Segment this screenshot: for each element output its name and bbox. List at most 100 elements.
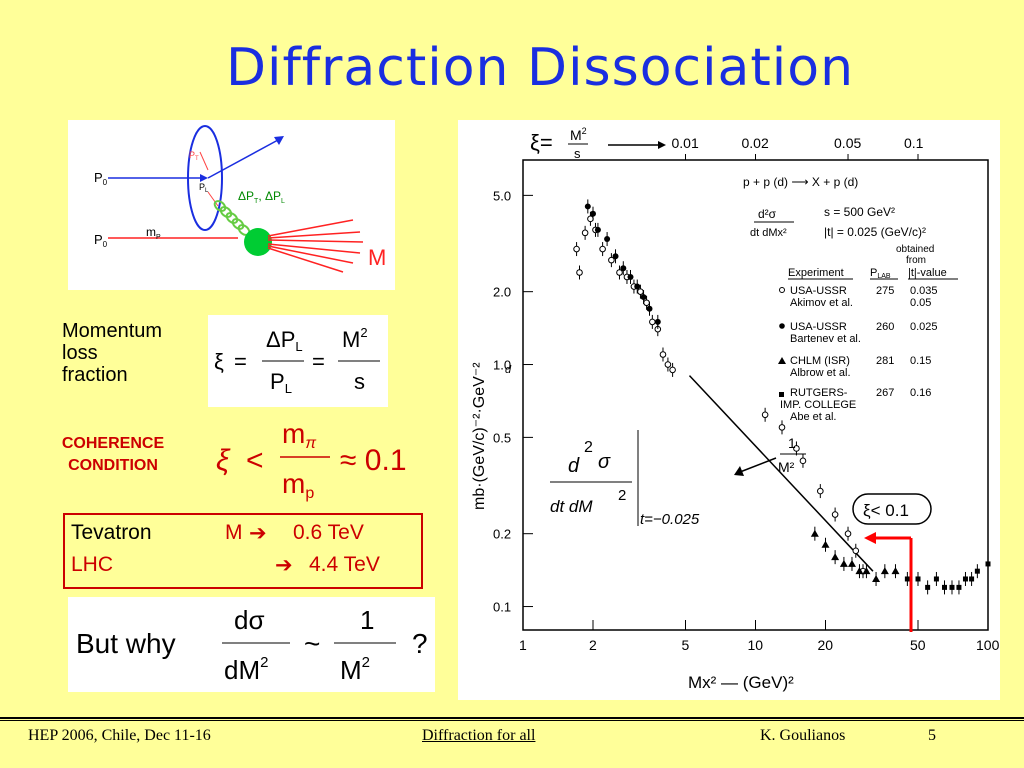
svg-text:But why: But why <box>76 628 176 659</box>
svg-text:M2: M2 <box>570 126 587 143</box>
data-point-square <box>915 576 921 582</box>
data-point-open <box>799 457 807 465</box>
svg-text:?: ? <box>412 628 428 659</box>
x-tick-label: 2 <box>589 637 597 653</box>
data-point-open <box>852 547 860 555</box>
x-tick-label: 5 <box>682 637 690 653</box>
svg-text:=: = <box>234 349 247 374</box>
svg-text:mπ: mπ <box>282 418 316 452</box>
svg-text:|t|-value: |t|-value <box>908 267 947 279</box>
tevatron-m: M <box>225 521 243 544</box>
data-point-triangle <box>880 567 889 575</box>
svg-text:CHLM (ISR): CHLM (ISR) <box>790 355 850 367</box>
svg-text:281: 281 <box>876 355 894 367</box>
svg-text:PL: PL <box>270 369 292 396</box>
momentum-loss-formula: ξ = ΔPL PL = M2 s <box>208 315 388 407</box>
data-point-triangle <box>839 559 848 567</box>
lhc-value: 4.4 TeV <box>309 553 380 576</box>
footer-divider <box>0 717 1024 719</box>
data-point-square <box>904 576 910 582</box>
data-point-triangle <box>862 567 871 575</box>
svg-text:dt dM: dt dM <box>550 497 593 516</box>
svg-text:obtained: obtained <box>896 244 934 255</box>
footer-title-link[interactable]: Diffraction for all <box>422 727 536 744</box>
p0-bottom-label: P0 <box>94 232 108 249</box>
xi-threshold-label: ξ< 0.1 <box>863 501 909 520</box>
svg-text:s: s <box>354 369 365 394</box>
xi-tick-label: 0.1 <box>904 135 924 151</box>
data-point-open <box>599 245 606 253</box>
footer-author: K. Goulianos <box>760 727 846 744</box>
svg-text:1: 1 <box>788 435 796 451</box>
svg-text:1: 1 <box>360 605 374 635</box>
svg-text:0.035: 0.035 <box>910 285 938 297</box>
y-tick-label: 5.0 <box>493 188 511 203</box>
svg-text:0.05: 0.05 <box>910 297 931 309</box>
data-point-square <box>969 576 975 582</box>
y-tick-label: 0.1 <box>493 600 511 615</box>
svg-text:M2: M2 <box>340 654 370 685</box>
data-point-filled <box>654 318 661 325</box>
data-point-filled <box>612 253 619 260</box>
slide-title: Diffraction Dissociation <box>225 38 855 98</box>
svg-text:ξ: ξ <box>214 349 224 374</box>
momentum-loss-label: Momentum loss fraction <box>62 320 163 386</box>
data-point-filled <box>634 283 641 290</box>
data-point-triangle <box>810 529 819 537</box>
y-axis-label: mb·(GeV/c)⁻²·GeV⁻² <box>471 362 488 510</box>
data-point-open <box>659 351 667 358</box>
svg-text:σ: σ <box>598 451 611 473</box>
data-point-open <box>664 361 672 368</box>
data-point-filled <box>627 273 634 280</box>
coherence-formula: ξ < mπ mp ≈ 0.1 <box>210 415 430 505</box>
data-point-square <box>985 561 991 567</box>
svg-text:<: < <box>246 444 264 477</box>
svg-text:PLAB: PLAB <box>870 267 891 280</box>
reaction-label: p + p (d) ⟶ X + p (d) <box>743 175 858 189</box>
svg-text:0.16: 0.16 <box>910 387 931 399</box>
x-axis-label: Mx² — (GeV)² <box>688 673 794 692</box>
data-point-open <box>793 445 800 452</box>
tevatron-lhc-box: Tevatron M ➔ 0.6 TeV LHC ➔ 4.4 TeV <box>63 513 423 589</box>
data-point-open <box>576 269 583 276</box>
mp-label: mP <box>146 225 161 241</box>
x-tick-label: 100 <box>976 637 1000 653</box>
data-point-open <box>573 245 580 253</box>
svg-text:M²: M² <box>778 459 795 475</box>
svg-text:0.15: 0.15 <box>910 355 931 367</box>
arrow-icon: ➔ <box>275 553 293 577</box>
svg-text:~: ~ <box>304 628 320 659</box>
svg-text:mp: mp <box>282 468 314 502</box>
svg-text:ΔPL: ΔPL <box>266 327 303 354</box>
fit-line <box>688 375 874 572</box>
svg-text:d: d <box>505 364 512 376</box>
tevatron-name: Tevatron <box>71 521 152 544</box>
footer-divider <box>0 720 1024 721</box>
footer-conference: HEP 2006, Chile, Dec 11-16 <box>28 727 211 744</box>
svg-text:USA-USSR: USA-USSR <box>790 321 847 333</box>
x-tick-label: 50 <box>910 637 926 653</box>
svg-text:Experiment: Experiment <box>788 267 844 279</box>
svg-text:s = 500 GeV²: s = 500 GeV² <box>824 205 895 219</box>
data-point-square <box>933 576 939 582</box>
y-tick-label: 0.2 <box>493 527 511 542</box>
data-point-filled <box>584 203 591 210</box>
xi-tick-label: 0.02 <box>742 135 769 151</box>
svg-text:dσ: dσ <box>234 605 265 635</box>
arrow-icon: ➔ <box>249 521 267 545</box>
data-point-open <box>761 411 769 419</box>
data-point-open <box>649 318 656 326</box>
y-tick-label: 2.0 <box>493 285 511 300</box>
svg-text:USA-USSR: USA-USSR <box>790 285 847 297</box>
data-point-filled <box>620 265 627 272</box>
svg-text:d: d <box>568 455 580 477</box>
data-point-filled <box>640 294 647 301</box>
pl-label: PL <box>199 182 209 194</box>
data-point-open <box>581 229 589 237</box>
svg-text:t=−0.025: t=−0.025 <box>640 511 700 528</box>
data-point-square <box>942 584 948 590</box>
delta-label: ΔPT, ΔPL <box>238 189 285 205</box>
data-point-triangle <box>855 567 864 575</box>
svg-text:RUTGERS-: RUTGERS- <box>790 387 848 399</box>
svg-text:Albrow et al.: Albrow et al. <box>790 367 851 379</box>
